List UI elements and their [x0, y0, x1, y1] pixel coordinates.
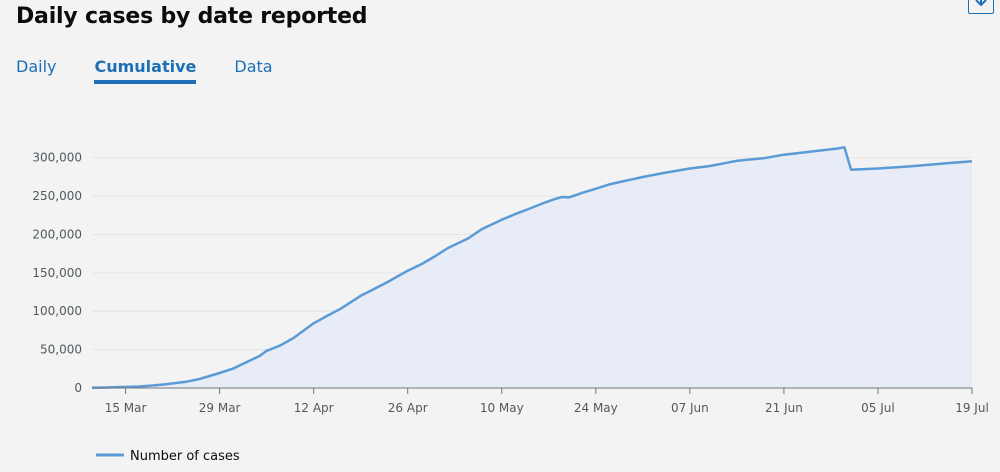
x-tick-label: 05 Jul [861, 401, 895, 415]
y-tick-label: 300,000 [32, 151, 82, 165]
download-icon [975, 0, 987, 7]
tab-daily[interactable]: Daily [16, 57, 57, 76]
series-line-number-of-cases [91, 146, 973, 389]
x-tick-label: 19 Jul [955, 401, 989, 415]
x-tick-label: 12 Apr [294, 401, 334, 415]
y-tick-label: 150,000 [32, 266, 82, 280]
area-fill [92, 147, 972, 388]
x-tick-label: 26 Apr [388, 401, 428, 415]
x-tick-label: 24 May [574, 401, 618, 415]
download-button[interactable] [968, 0, 994, 14]
y-tick-label: 250,000 [32, 189, 82, 203]
x-tick-label: 10 May [480, 401, 524, 415]
tab-data[interactable]: Data [234, 57, 273, 76]
legend-label: Number of cases [130, 449, 240, 464]
y-tick-label: 0 [74, 381, 82, 395]
x-tick-label: 07 Jun [671, 401, 709, 415]
page-title: Daily cases by date reported [16, 4, 368, 29]
x-tick-label: 15 Mar [105, 401, 147, 415]
y-tick-label: 100,000 [32, 304, 82, 318]
y-tick-label: 50,000 [40, 343, 82, 357]
x-tick-label: 29 Mar [199, 401, 241, 415]
tab-cumulative[interactable]: Cumulative [94, 57, 197, 84]
chart-tabs: Daily Cumulative Data [16, 57, 311, 84]
y-tick-label: 200,000 [32, 227, 82, 241]
x-tick-label: 21 Jun [765, 401, 803, 415]
